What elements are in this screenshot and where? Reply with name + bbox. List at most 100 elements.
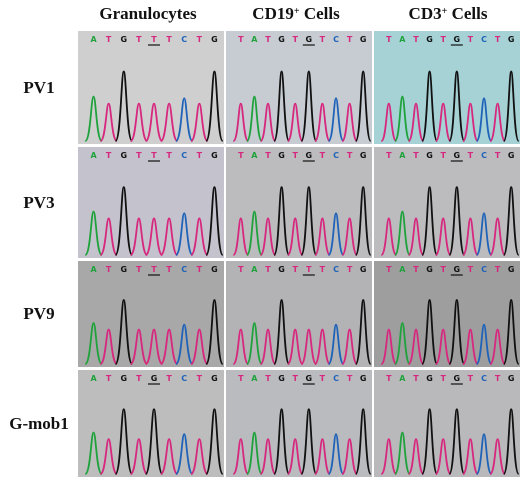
chromatogram-peak — [448, 299, 466, 365]
chromatogram-peak — [190, 102, 209, 142]
chromatogram-peak — [462, 102, 479, 142]
base-call-label: G — [211, 265, 218, 274]
chromatogram-peak — [232, 102, 250, 142]
base-call-label: G — [454, 151, 461, 160]
chromatogram-peak — [114, 186, 133, 256]
chromatogram-peak — [144, 102, 164, 142]
chromatogram-peak — [394, 210, 411, 256]
chromatogram-peak — [259, 328, 277, 365]
base-call-label: A — [90, 35, 97, 44]
chromatogram-peak — [99, 217, 118, 256]
base-call-label: G — [306, 374, 313, 383]
base-call-label: C — [333, 374, 339, 383]
base-call-label: A — [251, 374, 258, 383]
column-header-sup: + — [293, 6, 300, 17]
base-call-label: T — [292, 151, 298, 160]
base-call-label: T — [347, 374, 353, 383]
base-call-label: T — [320, 151, 326, 160]
base-call-label: T — [197, 374, 203, 383]
chromatogram-peak — [380, 217, 398, 256]
chromatogram-peak — [273, 408, 290, 475]
base-call-label: G — [508, 265, 515, 274]
chromatogram-peak — [489, 438, 506, 475]
base-call-label: T — [292, 265, 298, 274]
chromatogram-peak — [273, 186, 290, 256]
base-call-label: A — [399, 265, 406, 274]
base-call-label: T — [440, 265, 446, 274]
chromatogram-peak — [175, 212, 194, 256]
base-call-label: T — [106, 265, 112, 274]
base-call-label: T — [106, 35, 112, 44]
row-label-pv1: PV1 — [23, 77, 55, 97]
chromatogram-peak — [205, 186, 224, 256]
base-call-label: G — [211, 35, 218, 44]
base-call-label: C — [481, 35, 487, 44]
base-call-label: T — [238, 374, 244, 383]
chromatogram-peak — [175, 97, 194, 142]
base-call-label: T — [320, 35, 326, 44]
base-call-label: T — [468, 374, 474, 383]
row-label-pv9: PV9 — [23, 304, 55, 323]
chromatogram-peak — [114, 408, 133, 475]
base-call-label: G — [454, 35, 461, 44]
column-header-label: CD19 — [252, 4, 294, 23]
base-call-label: G — [426, 265, 433, 274]
chromatogram-peak — [205, 408, 224, 475]
base-call-label: G — [360, 151, 367, 160]
base-call-label: G — [211, 151, 218, 160]
base-call-label: A — [251, 265, 258, 274]
base-call-label: T — [292, 35, 298, 44]
base-call-label: A — [90, 374, 97, 383]
base-call-label: T — [238, 151, 244, 160]
chromatogram-peak — [129, 328, 149, 365]
chromatogram-peak — [159, 438, 179, 475]
chromatogram-peak — [407, 102, 425, 142]
chromatogram-peak — [341, 102, 358, 142]
base-call-label: G — [360, 374, 367, 383]
base-call-label: G — [120, 374, 127, 383]
chromatogram-peak — [205, 70, 224, 142]
base-call-label: T — [265, 35, 271, 44]
chromatogram-peak — [232, 217, 250, 256]
chromatogram-peak — [246, 95, 263, 142]
chromatogram-peak — [232, 328, 250, 365]
base-call-label: A — [90, 265, 97, 274]
base-call-label: T — [386, 151, 392, 160]
base-call-label: G — [426, 151, 433, 160]
base-call-label: T — [292, 374, 298, 383]
chromatogram-peak — [341, 328, 358, 365]
base-call-label: T — [265, 374, 271, 383]
chromatogram-peak — [84, 322, 103, 365]
base-call-label: G — [426, 35, 433, 44]
base-call-label: T — [468, 35, 474, 44]
chromatogram-peak — [407, 328, 425, 365]
chromatogram-peak — [144, 408, 164, 475]
chromatogram-peak — [448, 408, 466, 475]
row-label-pv3: PV3 — [23, 192, 55, 212]
chromatogram-peak — [99, 438, 118, 475]
base-call-label: G — [120, 35, 127, 44]
chromatogram-peak — [286, 217, 304, 256]
chromatogram-peak — [434, 438, 452, 475]
chromatogram-peak — [144, 217, 164, 256]
chromatogram-peak — [462, 438, 479, 475]
chromatogram-peak — [175, 323, 194, 365]
base-call-label: G — [151, 374, 158, 383]
chromatogram-peak — [327, 212, 345, 256]
chromatogram-peak — [448, 186, 466, 256]
chromatogram-peak — [421, 408, 438, 475]
base-call-label: T — [265, 151, 271, 160]
base-call-label: T — [347, 151, 353, 160]
chromatogram-peak — [502, 408, 520, 475]
base-call-label: G — [454, 265, 461, 274]
chromatogram-peak — [407, 438, 425, 475]
chromatogram-peak — [380, 328, 398, 365]
base-call-label: T — [320, 265, 326, 274]
base-call-label: T — [495, 265, 501, 274]
base-call-label: G — [508, 374, 515, 383]
